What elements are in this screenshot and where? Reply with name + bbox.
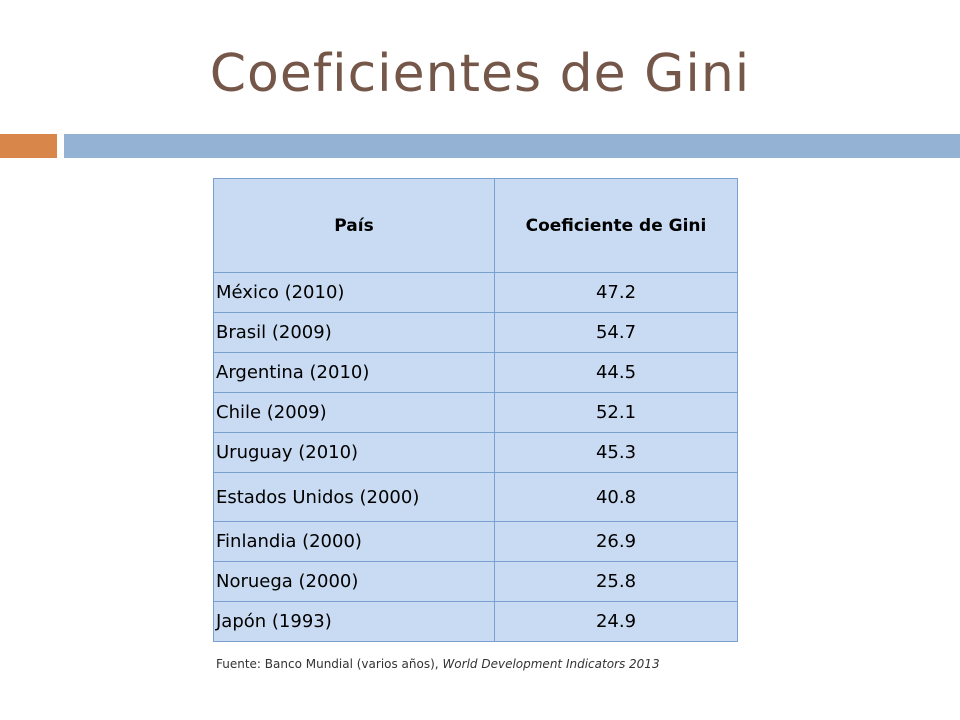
slide-title: Coeficientes de Gini [209,44,751,104]
cell-country: Estados Unidos (2000) [213,472,495,522]
table-row: México (2010) 47.2 [213,272,738,313]
table-header-row: País Coeficiente de Gini [213,178,738,273]
cell-gini: 52.1 [494,392,738,433]
cell-country: Chile (2009) [213,392,495,433]
source-prefix: Fuente: Banco Mundial (varios años), [216,657,443,671]
cell-gini: 54.7 [494,312,738,353]
source-title: World Development Indicators 2013 [442,657,660,671]
table-row: Brasil (2009) 54.7 [213,312,738,353]
cell-country: Argentina (2010) [213,352,495,393]
accent-bar-blue [64,134,960,158]
cell-gini: 47.2 [494,272,738,313]
table-row: Finlandia (2000) 26.9 [213,521,738,562]
header-country: País [213,178,495,273]
cell-country: Noruega (2000) [213,561,495,602]
cell-gini: 25.8 [494,561,738,602]
accent-bar-orange [0,134,57,158]
header-gini: Coeficiente de Gini [494,178,738,273]
source-note: Fuente: Banco Mundial (varios años), Wor… [216,657,660,671]
cell-gini: 24.9 [494,601,738,642]
cell-gini: 45.3 [494,432,738,473]
table-row: Chile (2009) 52.1 [213,392,738,433]
cell-gini: 44.5 [494,352,738,393]
table-row: Argentina (2010) 44.5 [213,352,738,393]
gini-table: País Coeficiente de Gini México (2010) 4… [213,178,738,642]
cell-country: Uruguay (2010) [213,432,495,473]
cell-country: Japón (1993) [213,601,495,642]
table-row: Uruguay (2010) 45.3 [213,432,738,473]
table-row: Noruega (2000) 25.8 [213,561,738,602]
table-row: Estados Unidos (2000) 40.8 [213,472,738,522]
cell-gini: 40.8 [494,472,738,522]
cell-country: Brasil (2009) [213,312,495,353]
table-row: Japón (1993) 24.9 [213,601,738,642]
cell-gini: 26.9 [494,521,738,562]
cell-country: México (2010) [213,272,495,313]
cell-country: Finlandia (2000) [213,521,495,562]
